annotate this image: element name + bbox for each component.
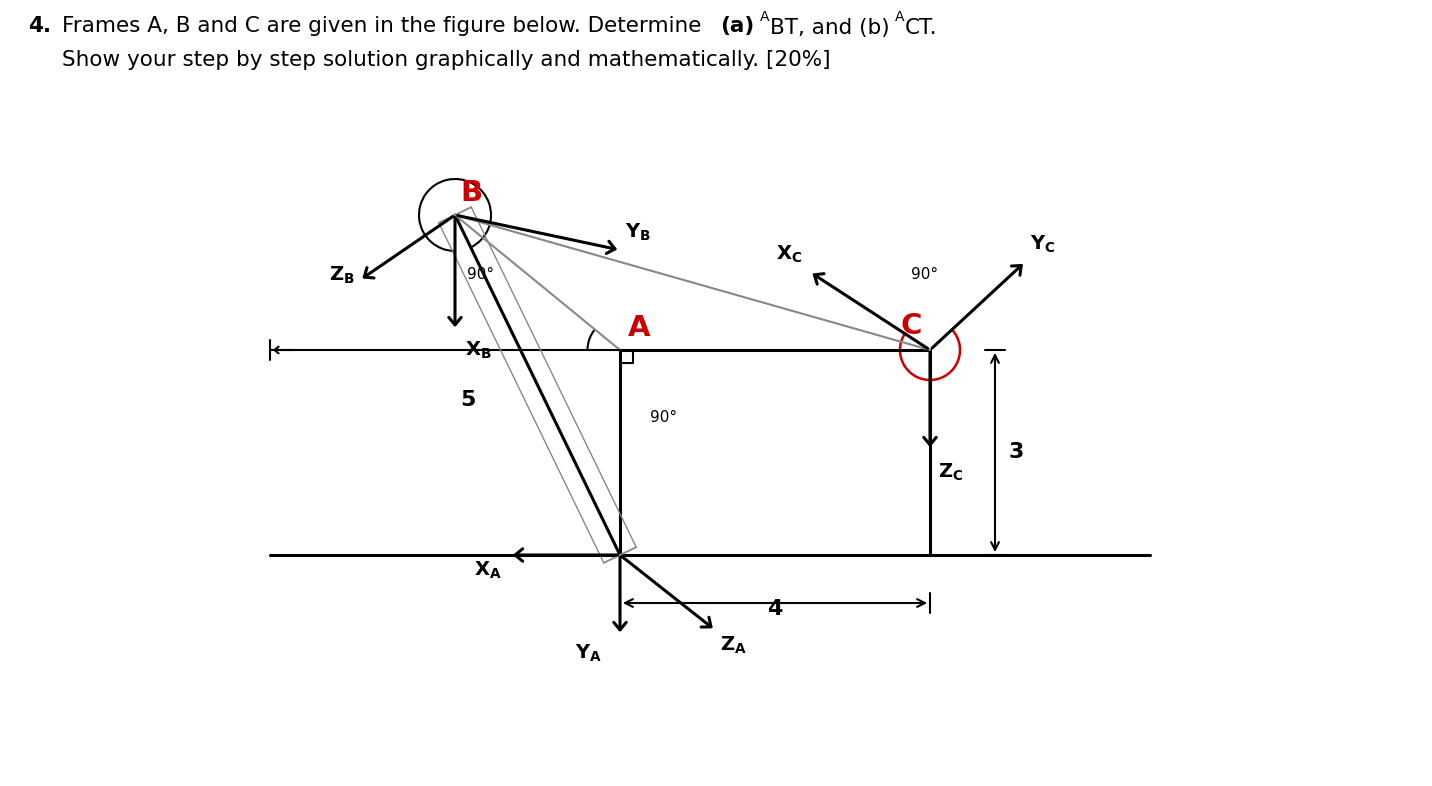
Text: 90°: 90° bbox=[911, 267, 938, 282]
Text: Frames A, B and C are given in the figure below. Determine: Frames A, B and C are given in the figur… bbox=[62, 16, 709, 36]
Text: 5: 5 bbox=[460, 390, 475, 410]
Text: $\mathbf{X_B}$: $\mathbf{X_B}$ bbox=[465, 340, 491, 362]
Text: A: A bbox=[629, 314, 650, 342]
Text: A: A bbox=[895, 10, 905, 24]
Text: $\mathbf{Z_A}$: $\mathbf{Z_A}$ bbox=[720, 635, 748, 656]
Text: CT.: CT. bbox=[905, 18, 938, 38]
Text: 4.: 4. bbox=[29, 16, 52, 36]
Text: $\mathbf{Y_C}$: $\mathbf{Y_C}$ bbox=[1030, 233, 1055, 255]
Text: A: A bbox=[760, 10, 769, 24]
Text: Show your step by step solution graphically and mathematically. [20%]: Show your step by step solution graphica… bbox=[62, 50, 831, 70]
Text: $\mathbf{Y_A}$: $\mathbf{Y_A}$ bbox=[576, 643, 601, 664]
Text: B: B bbox=[460, 179, 483, 207]
Text: 3: 3 bbox=[1010, 443, 1024, 462]
Text: $\mathbf{X_C}$: $\mathbf{X_C}$ bbox=[776, 244, 802, 265]
Text: 90°: 90° bbox=[650, 410, 677, 425]
Text: $\mathbf{Z_C}$: $\mathbf{Z_C}$ bbox=[938, 462, 964, 483]
Text: (a): (a) bbox=[720, 16, 755, 36]
Text: $\mathbf{X_A}$: $\mathbf{X_A}$ bbox=[474, 560, 503, 582]
Text: $\mathbf{Y_B}$: $\mathbf{Y_B}$ bbox=[624, 222, 652, 243]
Text: C: C bbox=[899, 312, 921, 340]
Text: 4: 4 bbox=[768, 599, 783, 619]
Text: $\mathbf{Z_B}$: $\mathbf{Z_B}$ bbox=[329, 264, 355, 285]
Text: 90°: 90° bbox=[467, 267, 494, 282]
Text: BT, and (b): BT, and (b) bbox=[770, 18, 896, 38]
